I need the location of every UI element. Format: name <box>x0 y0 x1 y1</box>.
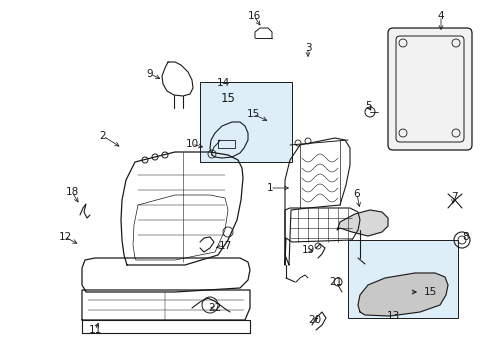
Text: 9: 9 <box>146 69 153 79</box>
Text: 22: 22 <box>208 303 221 313</box>
Text: 16: 16 <box>247 11 260 21</box>
Text: 10: 10 <box>185 139 198 149</box>
Text: 17: 17 <box>218 241 231 251</box>
Text: 3: 3 <box>304 43 311 53</box>
Text: 1: 1 <box>266 183 273 193</box>
Text: 11: 11 <box>88 325 102 335</box>
Text: 4: 4 <box>437 11 444 21</box>
Text: 15: 15 <box>246 109 259 119</box>
Text: 15: 15 <box>423 287 436 297</box>
Polygon shape <box>357 273 447 316</box>
Text: 18: 18 <box>65 187 79 197</box>
FancyBboxPatch shape <box>387 28 471 150</box>
Text: 20: 20 <box>308 315 321 325</box>
Bar <box>200 82 291 162</box>
Text: 6: 6 <box>353 189 360 199</box>
Text: 14: 14 <box>216 78 229 88</box>
Text: 2: 2 <box>100 131 106 141</box>
Text: 12: 12 <box>58 232 71 242</box>
Text: 7: 7 <box>450 192 456 202</box>
Text: 13: 13 <box>386 311 399 321</box>
Text: 15: 15 <box>220 91 235 104</box>
Polygon shape <box>336 210 387 236</box>
Bar <box>347 240 457 318</box>
Text: 8: 8 <box>462 232 468 242</box>
Text: 5: 5 <box>364 101 370 111</box>
Text: 19: 19 <box>301 245 314 255</box>
Text: 21: 21 <box>329 277 342 287</box>
